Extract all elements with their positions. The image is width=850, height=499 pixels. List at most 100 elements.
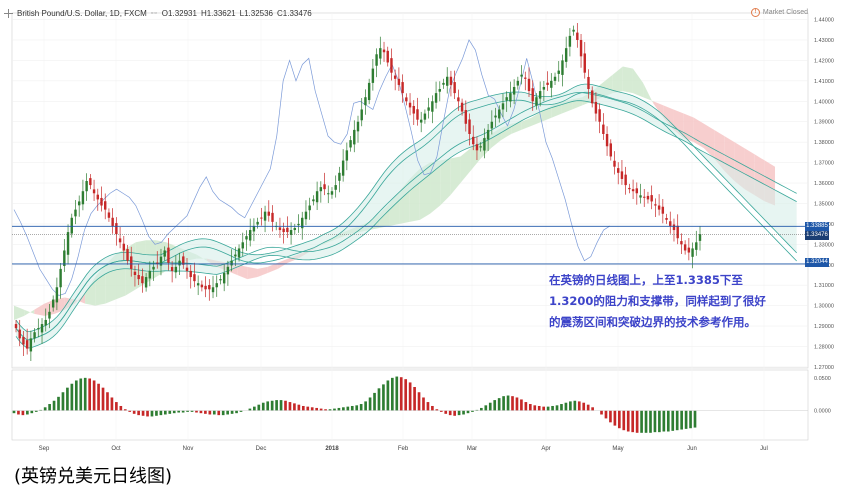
candle-body bbox=[442, 82, 445, 85]
candle-body bbox=[527, 78, 531, 92]
cloud-segment bbox=[531, 111, 542, 126]
candle-body bbox=[572, 29, 575, 32]
candle-body bbox=[490, 121, 494, 129]
candle-body bbox=[564, 48, 568, 62]
more-options-icon[interactable]: ▫▫ bbox=[150, 9, 158, 17]
candle-body bbox=[631, 189, 635, 192]
candle-body bbox=[159, 256, 163, 266]
candle-body bbox=[66, 232, 70, 255]
candle-body bbox=[483, 138, 486, 151]
cloud-segment bbox=[683, 113, 694, 143]
candle-body bbox=[289, 230, 293, 235]
cloud-segment bbox=[267, 262, 278, 273]
candle-body bbox=[278, 227, 282, 231]
candle-body bbox=[501, 103, 505, 110]
candle-body bbox=[33, 332, 36, 339]
candle-body bbox=[315, 191, 319, 203]
candle-body bbox=[516, 80, 520, 86]
candle-body bbox=[587, 76, 590, 90]
cloud-segment bbox=[703, 123, 715, 159]
annotation-line-3: 的震荡区间和突破边界的技术参考作用。 bbox=[549, 315, 756, 329]
candle-body bbox=[635, 188, 639, 194]
candle-body bbox=[200, 284, 204, 288]
candle-body bbox=[505, 97, 508, 101]
ma-line bbox=[15, 83, 797, 333]
candle-body bbox=[412, 105, 415, 114]
candle-body bbox=[111, 217, 114, 226]
candle-body bbox=[672, 224, 676, 231]
candle-body bbox=[698, 234, 702, 241]
candle-body bbox=[557, 70, 560, 74]
candle-body bbox=[405, 97, 408, 102]
chart-header: British Pound/U.S. Dollar, 1D, FXCM ▫▫ O… bbox=[4, 6, 312, 20]
candle-body bbox=[256, 221, 259, 225]
osc-tick-label: 0.0000 bbox=[814, 409, 831, 415]
candle-body bbox=[85, 180, 88, 192]
cloud-segment bbox=[440, 158, 451, 206]
candle-body bbox=[419, 119, 423, 123]
candle-body bbox=[486, 129, 490, 140]
candle-body bbox=[695, 242, 698, 250]
cloud-segment bbox=[34, 303, 45, 316]
x-tick-label: 2018 bbox=[325, 446, 339, 452]
candle-body bbox=[379, 48, 382, 59]
candle-body bbox=[661, 206, 665, 214]
candle-body bbox=[163, 250, 166, 257]
candle-body bbox=[215, 283, 218, 288]
y-tick-label: 1.40000 bbox=[814, 99, 834, 105]
y-tick-label: 1.42000 bbox=[814, 58, 834, 64]
cloud-segment bbox=[460, 148, 471, 184]
candle-body bbox=[126, 249, 129, 261]
candle-body bbox=[650, 195, 653, 202]
candle-body bbox=[364, 97, 367, 106]
candle-body bbox=[293, 228, 297, 231]
candle-body bbox=[680, 241, 683, 245]
high-value: H1.33621 bbox=[200, 8, 236, 18]
candle-body bbox=[691, 248, 694, 257]
market-status-label: Market Closed bbox=[762, 9, 808, 16]
candle-body bbox=[620, 171, 624, 179]
price-pane-border bbox=[11, 12, 809, 369]
candle-body bbox=[579, 39, 583, 57]
candle-body bbox=[182, 256, 185, 265]
candle-body bbox=[457, 97, 460, 102]
candle-body bbox=[538, 91, 542, 99]
candle-body bbox=[230, 260, 233, 266]
y-tick-label: 1.38000 bbox=[814, 140, 834, 146]
x-tick-label: Dec bbox=[256, 446, 267, 452]
candle-body bbox=[460, 102, 464, 112]
cloud-segment bbox=[541, 105, 552, 122]
x-tick-label: May bbox=[612, 446, 623, 452]
candle-body bbox=[18, 329, 21, 339]
candle-body bbox=[51, 299, 55, 308]
y-tick-label: 1.27000 bbox=[814, 365, 834, 371]
crosshair-icon[interactable] bbox=[4, 8, 13, 18]
candle-body bbox=[654, 204, 657, 206]
candle-body bbox=[338, 172, 341, 181]
candle-body bbox=[193, 274, 196, 282]
candle-body bbox=[241, 242, 244, 249]
y-tick-label: 1.41000 bbox=[814, 79, 834, 85]
candle-body bbox=[568, 35, 572, 47]
candle-body bbox=[408, 102, 412, 108]
support-price-label: 1.32044 bbox=[805, 258, 829, 267]
candle-body bbox=[360, 109, 363, 121]
symbol-title[interactable]: British Pound/U.S. Dollar, 1D, FXCM bbox=[17, 8, 147, 18]
candle-body bbox=[22, 336, 25, 345]
candle-body bbox=[178, 260, 181, 266]
candle-body bbox=[267, 211, 270, 216]
oscillator-histogram bbox=[12, 376, 808, 433]
candle-body bbox=[152, 266, 155, 270]
cloud-segment bbox=[612, 66, 623, 94]
candle-body bbox=[115, 223, 118, 235]
candle-body bbox=[423, 113, 427, 120]
candle-body bbox=[472, 136, 475, 145]
candle-body bbox=[546, 82, 549, 85]
candle-body bbox=[386, 50, 389, 63]
candle-body bbox=[393, 75, 397, 79]
candle-body bbox=[81, 191, 85, 205]
oscillator-pane-border bbox=[11, 369, 809, 441]
candle-body bbox=[89, 178, 92, 186]
candle-body bbox=[397, 78, 401, 85]
